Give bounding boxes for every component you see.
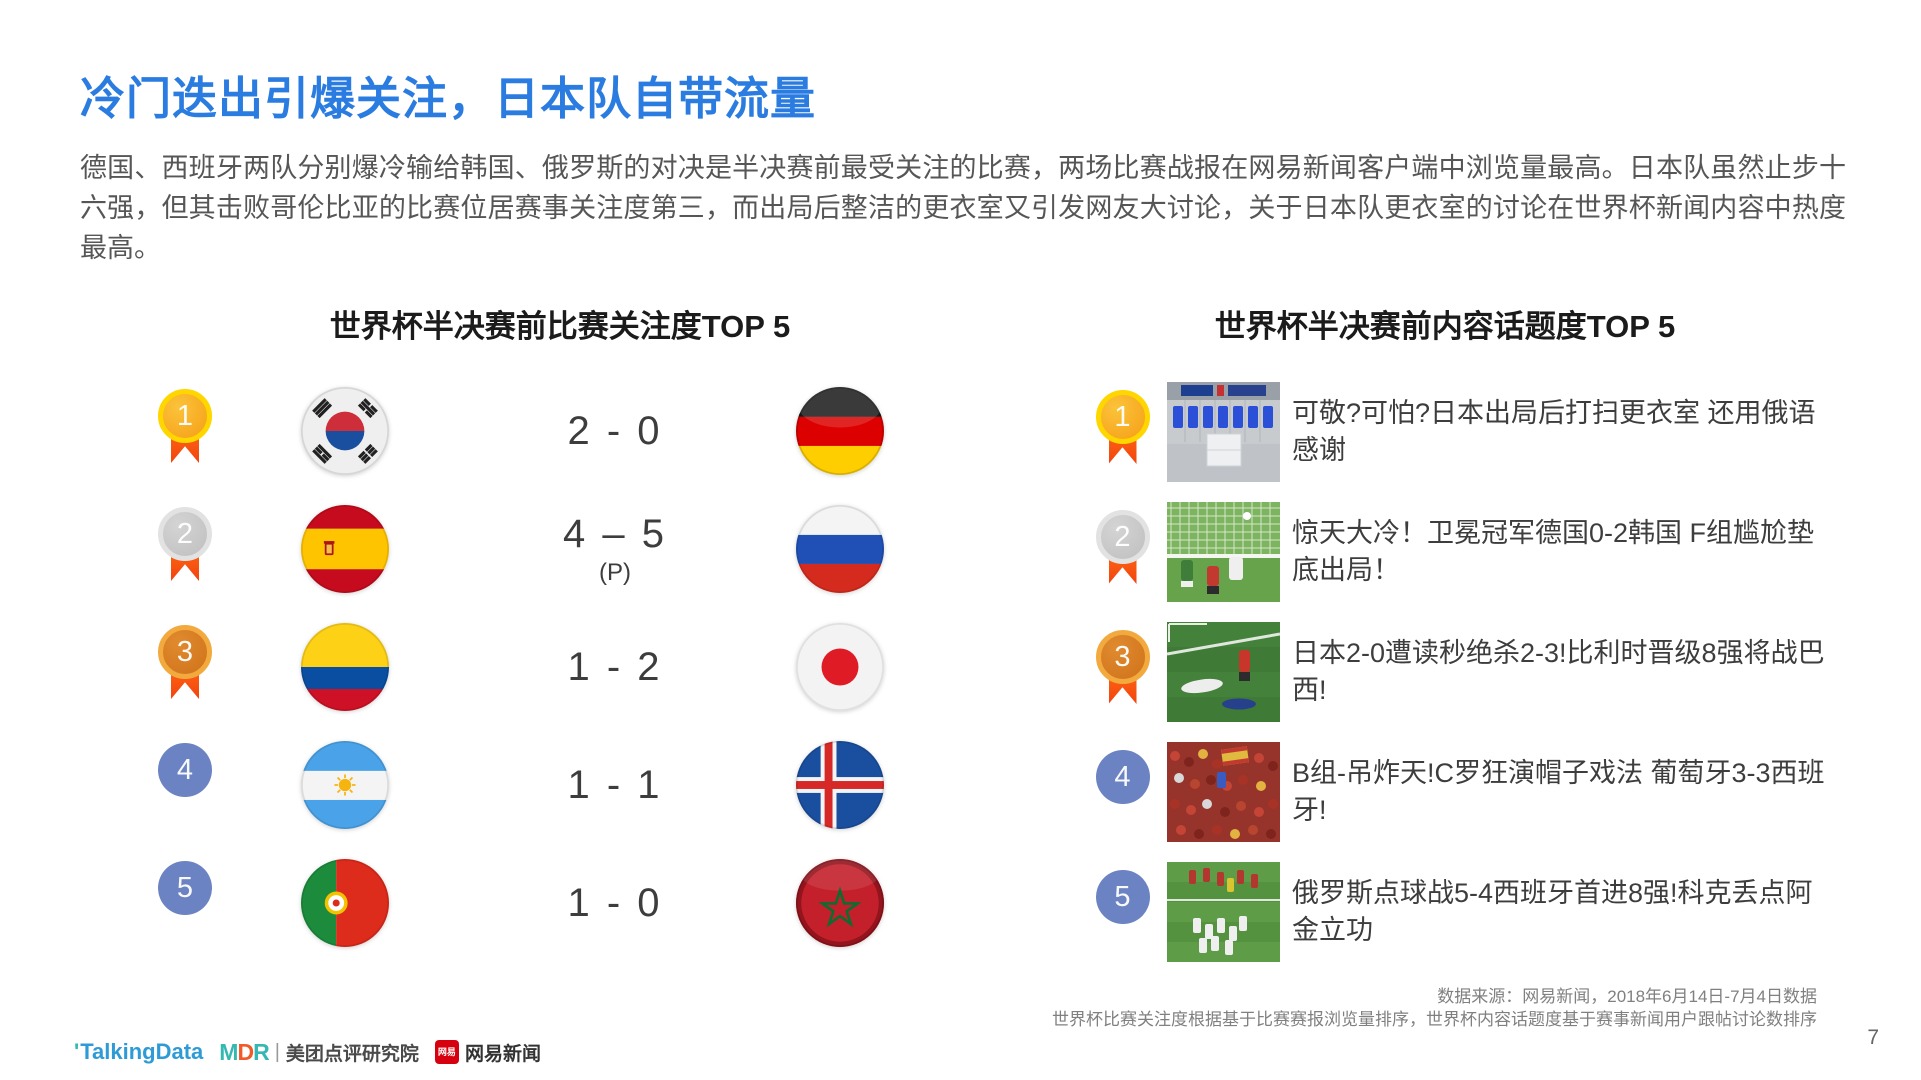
bronze-medal-icon: 3 bbox=[1095, 630, 1150, 714]
rank-number: 3 bbox=[1114, 640, 1131, 673]
penalty-celebration-photo bbox=[1167, 862, 1280, 962]
match-row-3: 3 1 - 2 bbox=[130, 608, 900, 726]
match-score: 1 - 2 bbox=[567, 644, 663, 689]
argentina-flag-icon bbox=[301, 741, 389, 829]
colombia-flag-icon bbox=[301, 623, 389, 711]
match-row-4: 4 1 - 1 bbox=[130, 726, 900, 844]
locker-room-photo bbox=[1167, 382, 1280, 482]
footer-logos: 'TalkingData MDR | 美团点评研究院 网易 网易新闻 bbox=[74, 1037, 541, 1067]
topic-row-3: 3 日本2-0遭读秒绝杀2-3!比利时晋级8强将战巴西! bbox=[1095, 612, 1825, 732]
topic-headline: 可敬?可怕?日本出局后打扫更衣室 还用俄语感谢 bbox=[1292, 398, 1816, 465]
rank-circle-icon: 5 bbox=[1095, 870, 1150, 954]
topic-row-1: 1 可敬?可怕?日本出局后打扫更衣室 还用俄语感谢 bbox=[1095, 372, 1825, 492]
match-score: 2 - 0 bbox=[567, 408, 663, 453]
logo-divider: | bbox=[274, 1040, 280, 1063]
penalty-note: (P) bbox=[599, 558, 631, 586]
rank-circle-icon: 4 bbox=[158, 743, 212, 827]
match-score: 1 - 1 bbox=[567, 762, 663, 807]
netease-icon: 网易 bbox=[434, 1040, 459, 1064]
rank-number: 4 bbox=[176, 753, 194, 786]
south-korea-flag-icon bbox=[301, 387, 389, 475]
topic-row-2: 2 惊天大冷！卫冕冠军德国0-2韩国 F组尴尬垫底出局！ bbox=[1095, 492, 1825, 612]
russia-flag-icon bbox=[796, 505, 884, 593]
gold-medal-icon: 1 bbox=[1095, 390, 1150, 474]
match-row-5: 5 1 - 0 bbox=[130, 844, 900, 962]
talkingdata-logo: 'TalkingData bbox=[74, 1039, 204, 1064]
germany-korea-goal-photo bbox=[1167, 502, 1280, 602]
rank-circle-icon: 4 bbox=[1095, 750, 1150, 834]
data-source-note: 数据来源：网易新闻，2018年6月14日-7月4日数据 世界杯比赛关注度根据基于… bbox=[1052, 985, 1817, 1031]
meituan-dianping-logo: MDR | 美团点评研究院 bbox=[219, 1038, 419, 1065]
fans-crowd-photo bbox=[1167, 742, 1280, 842]
netease-news-logo: 网易 网易新闻 bbox=[434, 1039, 541, 1066]
iceland-flag-icon bbox=[796, 741, 884, 829]
topic-headline: B组-吊炸天!C罗狂演帽子戏法 葡萄牙3-3西班牙! bbox=[1292, 758, 1825, 825]
match-row-1: 1 2 - 0 bbox=[130, 372, 900, 490]
japan-flag-icon bbox=[796, 623, 884, 711]
japan-belgium-photo bbox=[1167, 622, 1280, 722]
topic-headline: 俄罗斯点球战5-4西班牙首进8强!科克丢点阿金立功 bbox=[1292, 878, 1813, 945]
portugal-flag-icon bbox=[301, 859, 389, 947]
silver-medal-icon: 2 bbox=[158, 507, 212, 591]
bronze-medal-icon: 3 bbox=[158, 625, 212, 709]
page-number: 7 bbox=[1867, 1026, 1879, 1049]
topic-ranking-list: 1 可敬?可怕?日本出局后打扫更衣室 还用俄语感谢 2 bbox=[1095, 372, 1825, 972]
topic-row-5: 5 俄罗斯点球战5-4西班牙首进8强!科克丢点阿金立功 bbox=[1095, 852, 1825, 972]
match-score: 1 - 0 bbox=[567, 880, 663, 925]
page-title: 冷门迭出引爆关注，日本队自带流量 bbox=[80, 73, 817, 124]
mdr-wordmark: MDR bbox=[219, 1038, 269, 1065]
rank-circle-icon: 5 bbox=[158, 861, 212, 945]
silver-medal-icon: 2 bbox=[1095, 510, 1150, 594]
topic-headline: 惊天大冷！卫冕冠军德国0-2韩国 F组尴尬垫底出局！ bbox=[1292, 518, 1815, 585]
match-row-2: 2 4 – 5 (P) bbox=[130, 490, 900, 608]
rank-number: 5 bbox=[176, 871, 194, 904]
match-ranking-list: 1 2 - 0 bbox=[130, 372, 900, 962]
gold-medal-icon: 1 bbox=[158, 389, 212, 473]
rank-number: 2 bbox=[1114, 520, 1131, 553]
rank-number: 3 bbox=[176, 635, 194, 668]
match-ranking-title: 世界杯半决赛前比赛关注度TOP 5 bbox=[329, 309, 791, 344]
topic-headline: 日本2-0遭读秒绝杀2-3!比利时晋级8强将战巴西! bbox=[1292, 638, 1825, 705]
rank-number: 1 bbox=[1114, 400, 1131, 433]
match-score: 4 – 5 bbox=[563, 511, 667, 556]
source-line-2: 世界杯比赛关注度根据基于比赛赛报浏览量排序，世界杯内容话题度基于赛事新闻用户跟帖… bbox=[1052, 1010, 1817, 1029]
morocco-flag-icon bbox=[796, 859, 884, 947]
rank-number: 5 bbox=[1114, 880, 1131, 913]
spain-flag-icon bbox=[301, 505, 389, 593]
topic-ranking-title: 世界杯半决赛前内容话题度TOP 5 bbox=[1214, 309, 1676, 344]
talkingdata-mark-icon: ' bbox=[74, 1039, 80, 1064]
source-line-1: 数据来源：网易新闻，2018年6月14日-7月4日数据 bbox=[1437, 987, 1817, 1006]
germany-flag-icon bbox=[796, 387, 884, 475]
topic-row-4: 4 B组-吊炸天!C罗狂演帽子戏法 葡萄牙3-3西班牙! bbox=[1095, 732, 1825, 852]
rank-number: 2 bbox=[176, 517, 194, 550]
body-paragraph: 德国、西班牙两队分别爆冷输给韩国、俄罗斯的对决是半决赛前最受关注的比赛，两场比赛… bbox=[80, 153, 1846, 263]
rank-number: 1 bbox=[176, 399, 194, 432]
rank-number: 4 bbox=[1114, 760, 1131, 793]
